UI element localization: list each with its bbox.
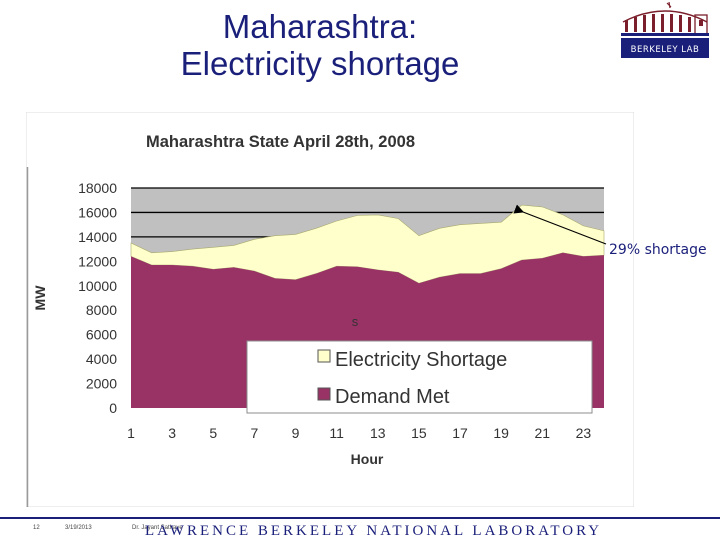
y-tick-label-4000: 4000 [86, 351, 117, 367]
y-tick-label-14000: 14000 [78, 229, 117, 245]
shortage-annotation: 29% shortage [609, 242, 707, 258]
x-tick-label-23: 23 [576, 425, 592, 441]
x-tick-label-11: 11 [329, 425, 344, 441]
x-tick-label-17: 17 [452, 425, 468, 441]
y-tick-label-0: 0 [109, 400, 117, 416]
footer-rule [0, 517, 720, 519]
legend-label-shortage: Electricity Shortage [335, 349, 507, 371]
slide-title-line1: Maharashtra: [222, 8, 418, 45]
y-axis-ticks: 0 2000 4000 6000 8000 10000 12000 14000 16000 180… [78, 180, 117, 416]
x-tick-label-3: 3 [168, 425, 176, 441]
y-tick-label-16000: 16000 [78, 204, 117, 220]
y-tick-label-10000: 10000 [78, 278, 117, 294]
footer-date: 3/19/2013 [65, 525, 92, 531]
y-tick-label-2000: 2000 [86, 376, 117, 392]
x-tick-label-21: 21 [535, 425, 551, 441]
x-tick-label-1: 1 [127, 425, 135, 441]
slide-title: Maharashtra: Electricity shortage [150, 8, 490, 82]
x-axis-label: Hour [351, 451, 384, 467]
y-tick-label-12000: 12000 [78, 253, 117, 269]
x-tick-label-7: 7 [250, 425, 258, 441]
berkeley-lab-logo: BERKELEY LAB [621, 2, 709, 58]
chart: Maharashtra State April 28th, 2008 0 2000… [26, 112, 634, 507]
y-tick-label-18000: 18000 [78, 180, 117, 196]
legend: Electricity Shortage Demand Met [246, 340, 593, 414]
x-axis-ticks: 1 3 5 7 9 11 13 15 17 19 21 23 [127, 425, 591, 441]
x-tick-label-19: 19 [493, 425, 509, 441]
slide-title-line2: Electricity shortage [180, 45, 460, 82]
x-tick-label-15: 15 [411, 425, 427, 441]
legend-swatch-demand [317, 387, 331, 401]
y-tick-label-6000: 6000 [86, 327, 117, 343]
logo-text: BERKELEY LAB [631, 45, 700, 55]
x-tick-label-13: 13 [370, 425, 386, 441]
x-tick-label-5: 5 [209, 425, 217, 441]
legend-swatch-shortage [317, 349, 331, 363]
footer-author: Dr. Jayant Sathaye [132, 525, 183, 531]
footer-page-number: 12 [33, 525, 40, 531]
stray-mark: s [352, 314, 359, 329]
footer-lab-name: LAWRENCE BERKELEY NATIONAL LABORATORY [145, 523, 603, 539]
y-tick-label-8000: 8000 [86, 302, 117, 318]
x-tick-label-9: 9 [292, 425, 300, 441]
y-axis-label: MW [32, 285, 48, 311]
chart-title: Maharashtra State April 28th, 2008 [146, 133, 415, 151]
legend-label-demand: Demand Met [335, 386, 450, 408]
logo-columns [625, 14, 691, 32]
